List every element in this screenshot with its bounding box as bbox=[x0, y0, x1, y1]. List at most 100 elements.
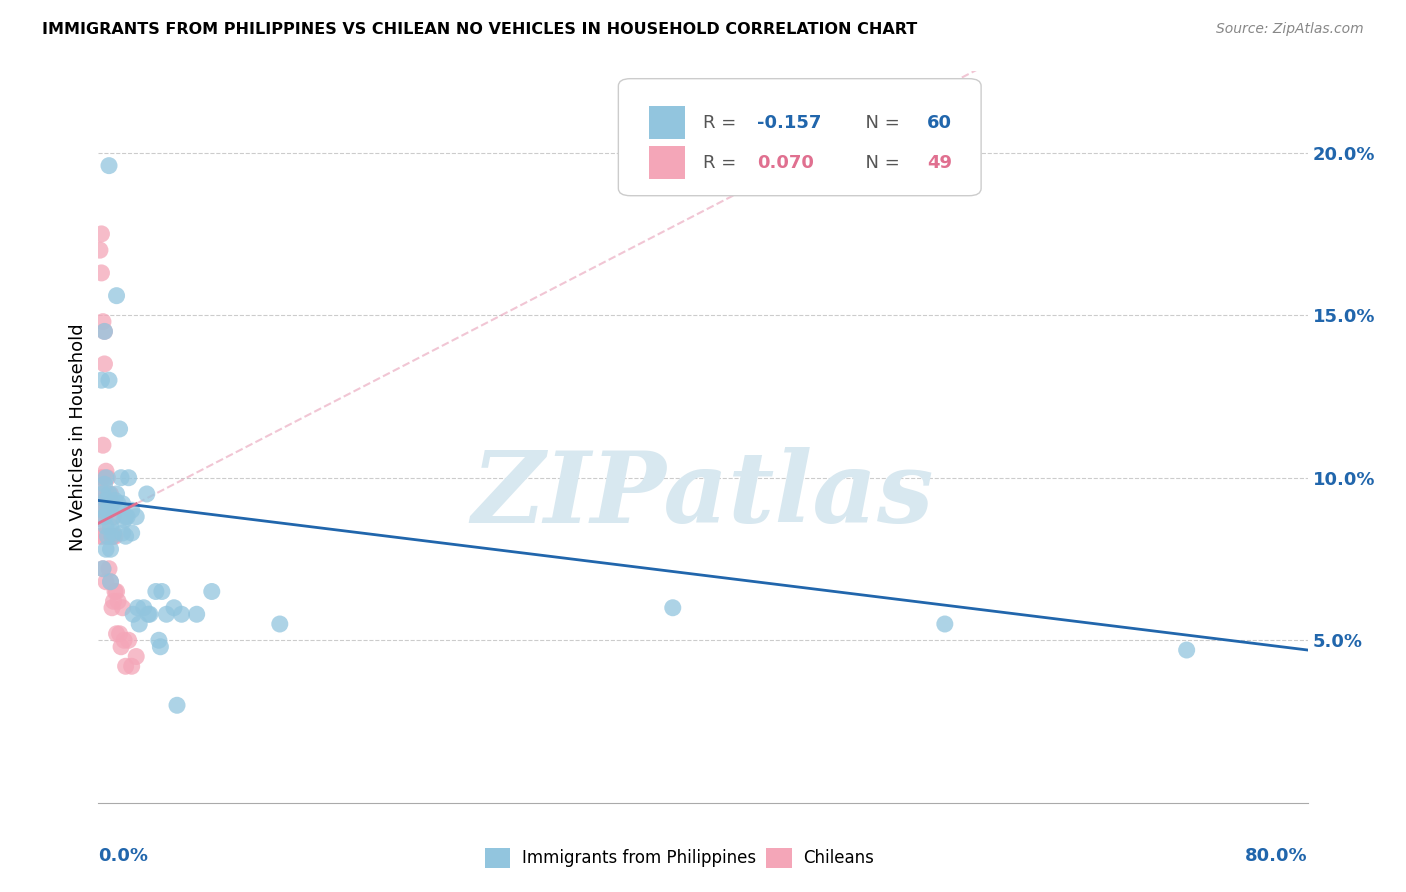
Point bbox=[96, 503, 118, 517]
Point bbox=[96, 529, 118, 543]
Point bbox=[93, 357, 115, 371]
Point bbox=[93, 477, 115, 491]
Point bbox=[150, 584, 173, 599]
Point bbox=[89, 487, 111, 501]
Point bbox=[93, 529, 115, 543]
Point bbox=[103, 529, 125, 543]
Point bbox=[145, 584, 167, 599]
Point bbox=[100, 542, 122, 557]
Point bbox=[103, 526, 125, 541]
Point bbox=[94, 471, 117, 485]
Point bbox=[103, 594, 125, 608]
Point bbox=[127, 600, 149, 615]
Text: Immigrants from Philippines: Immigrants from Philippines bbox=[522, 849, 756, 867]
Point bbox=[155, 607, 177, 622]
Point bbox=[661, 600, 683, 615]
Point bbox=[148, 633, 170, 648]
Point bbox=[105, 288, 128, 302]
Point bbox=[91, 487, 114, 501]
Point bbox=[105, 626, 128, 640]
Point bbox=[94, 464, 117, 478]
Point bbox=[90, 266, 112, 280]
Text: R =: R = bbox=[703, 113, 742, 131]
Point bbox=[103, 509, 125, 524]
Point bbox=[269, 617, 291, 632]
Point bbox=[170, 607, 193, 622]
Point bbox=[90, 471, 112, 485]
Text: 80.0%: 80.0% bbox=[1244, 847, 1308, 864]
Point bbox=[118, 633, 141, 648]
Point bbox=[110, 471, 132, 485]
Text: Chileans: Chileans bbox=[803, 849, 873, 867]
Point bbox=[91, 315, 114, 329]
Point bbox=[91, 493, 114, 508]
Point bbox=[186, 607, 208, 622]
Text: 0.070: 0.070 bbox=[758, 153, 814, 172]
Point bbox=[101, 497, 124, 511]
Point bbox=[96, 497, 118, 511]
Point bbox=[101, 497, 124, 511]
Point bbox=[108, 626, 131, 640]
Point bbox=[132, 600, 155, 615]
Point bbox=[90, 227, 112, 241]
Point bbox=[93, 509, 115, 524]
Point bbox=[91, 562, 114, 576]
Point bbox=[100, 519, 122, 533]
Point bbox=[112, 513, 135, 527]
Point bbox=[125, 509, 148, 524]
Point bbox=[94, 487, 117, 501]
Point bbox=[90, 529, 112, 543]
Point bbox=[105, 487, 128, 501]
Point bbox=[139, 607, 162, 622]
Point bbox=[201, 584, 224, 599]
Point bbox=[135, 487, 157, 501]
Point bbox=[98, 373, 121, 387]
Point bbox=[121, 503, 143, 517]
Text: -0.157: -0.157 bbox=[758, 113, 821, 131]
Point bbox=[91, 438, 114, 452]
Point bbox=[1175, 643, 1198, 657]
Point bbox=[115, 509, 138, 524]
Point bbox=[125, 649, 148, 664]
Point bbox=[121, 526, 143, 541]
Point bbox=[96, 471, 118, 485]
Point bbox=[105, 584, 128, 599]
Point bbox=[114, 529, 136, 543]
Text: R =: R = bbox=[703, 153, 742, 172]
Point bbox=[122, 607, 145, 622]
Point bbox=[89, 243, 111, 257]
Point bbox=[104, 584, 127, 599]
Text: IMMIGRANTS FROM PHILIPPINES VS CHILEAN NO VEHICLES IN HOUSEHOLD CORRELATION CHAR: IMMIGRANTS FROM PHILIPPINES VS CHILEAN N… bbox=[42, 22, 918, 37]
FancyBboxPatch shape bbox=[619, 78, 981, 195]
Point bbox=[111, 600, 134, 615]
Point bbox=[163, 600, 186, 615]
Y-axis label: No Vehicles in Household: No Vehicles in Household bbox=[69, 323, 87, 551]
Point bbox=[91, 513, 114, 527]
Point bbox=[114, 659, 136, 673]
Point bbox=[934, 617, 956, 632]
Point bbox=[89, 509, 111, 524]
Point bbox=[118, 471, 141, 485]
Point bbox=[98, 562, 121, 576]
Point bbox=[100, 574, 122, 589]
Point bbox=[98, 529, 121, 543]
Point bbox=[111, 497, 134, 511]
Point bbox=[96, 529, 118, 543]
Text: N =: N = bbox=[855, 113, 905, 131]
Point bbox=[104, 529, 127, 543]
FancyBboxPatch shape bbox=[648, 106, 685, 139]
Point bbox=[91, 562, 114, 576]
Point bbox=[89, 529, 111, 543]
Point bbox=[103, 509, 125, 524]
Text: 0.0%: 0.0% bbox=[98, 847, 149, 864]
Point bbox=[90, 373, 112, 387]
Point bbox=[98, 503, 121, 517]
Point bbox=[112, 633, 135, 648]
Point bbox=[107, 497, 129, 511]
Point bbox=[94, 542, 117, 557]
Point bbox=[107, 594, 129, 608]
FancyBboxPatch shape bbox=[648, 146, 685, 179]
Point bbox=[101, 529, 124, 543]
Point bbox=[90, 503, 112, 517]
Point bbox=[91, 471, 114, 485]
